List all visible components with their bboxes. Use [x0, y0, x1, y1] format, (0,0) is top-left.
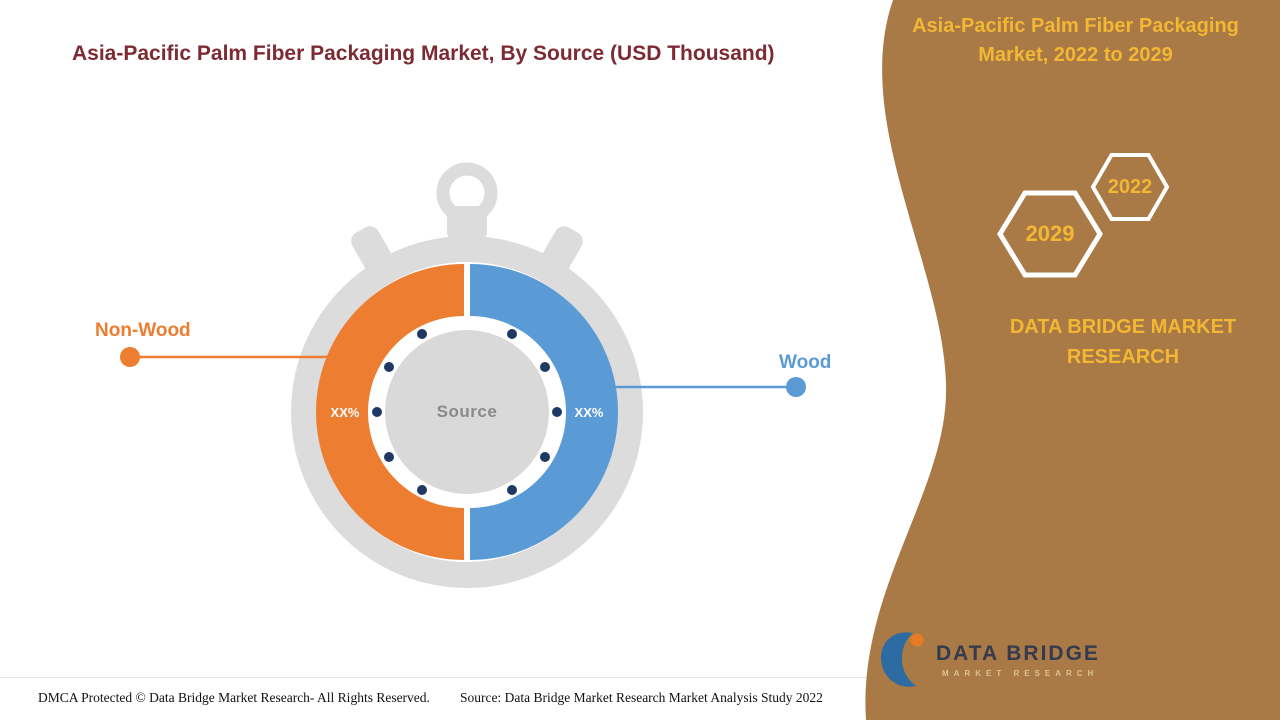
side-panel-title: Asia-Pacific Palm Fiber Packaging Market…: [912, 15, 1239, 66]
logo-tagline: MARKET RESEARCH: [942, 669, 1099, 678]
chart-center-label: Source: [436, 402, 498, 421]
page-title: Asia-Pacific Palm Fiber Packaging Market…: [72, 42, 775, 65]
brand-text: DATA BRIDGE MARKET RESEARCH: [1009, 316, 1237, 368]
callout-wood: [613, 377, 806, 397]
callout-nonwood: [120, 347, 331, 367]
dmca-text: DMCA Protected © Data Bridge Market Rese…: [38, 690, 430, 705]
data-bridge-logo: DATA BRIDGE MARKET RESEARCH: [880, 630, 1120, 690]
wood-value-label: XX%: [574, 405, 604, 420]
stopwatch-crown-stem: [447, 206, 487, 238]
wood-segment-label: Wood: [779, 352, 832, 373]
nonwood-value-label: XX%: [330, 405, 360, 420]
source-attribution-text: Source: Data Bridge Market Research Mark…: [460, 690, 823, 705]
nonwood-segment-label: Non-Wood: [95, 320, 191, 341]
logo-tagline-row: MARKET RESEARCH: [936, 669, 1104, 678]
year-badge-2022: 2022: [1107, 176, 1153, 198]
data-bridge-logo-icon: [880, 632, 924, 687]
stopwatch-graphic: [291, 162, 643, 588]
logo-text: DATA BRIDGE MARKET RESEARCH: [936, 642, 1104, 678]
year-badge-2029: 2029: [1025, 221, 1075, 246]
stopwatch-crown-ring: [436, 162, 498, 224]
stopwatch-left-button: [351, 226, 393, 274]
logo-brand-name: DATA BRIDGE: [936, 642, 1100, 665]
wood-callout-dot: [786, 377, 806, 397]
stopwatch-right-button: [541, 226, 583, 274]
nonwood-callout-dot: [120, 347, 140, 367]
